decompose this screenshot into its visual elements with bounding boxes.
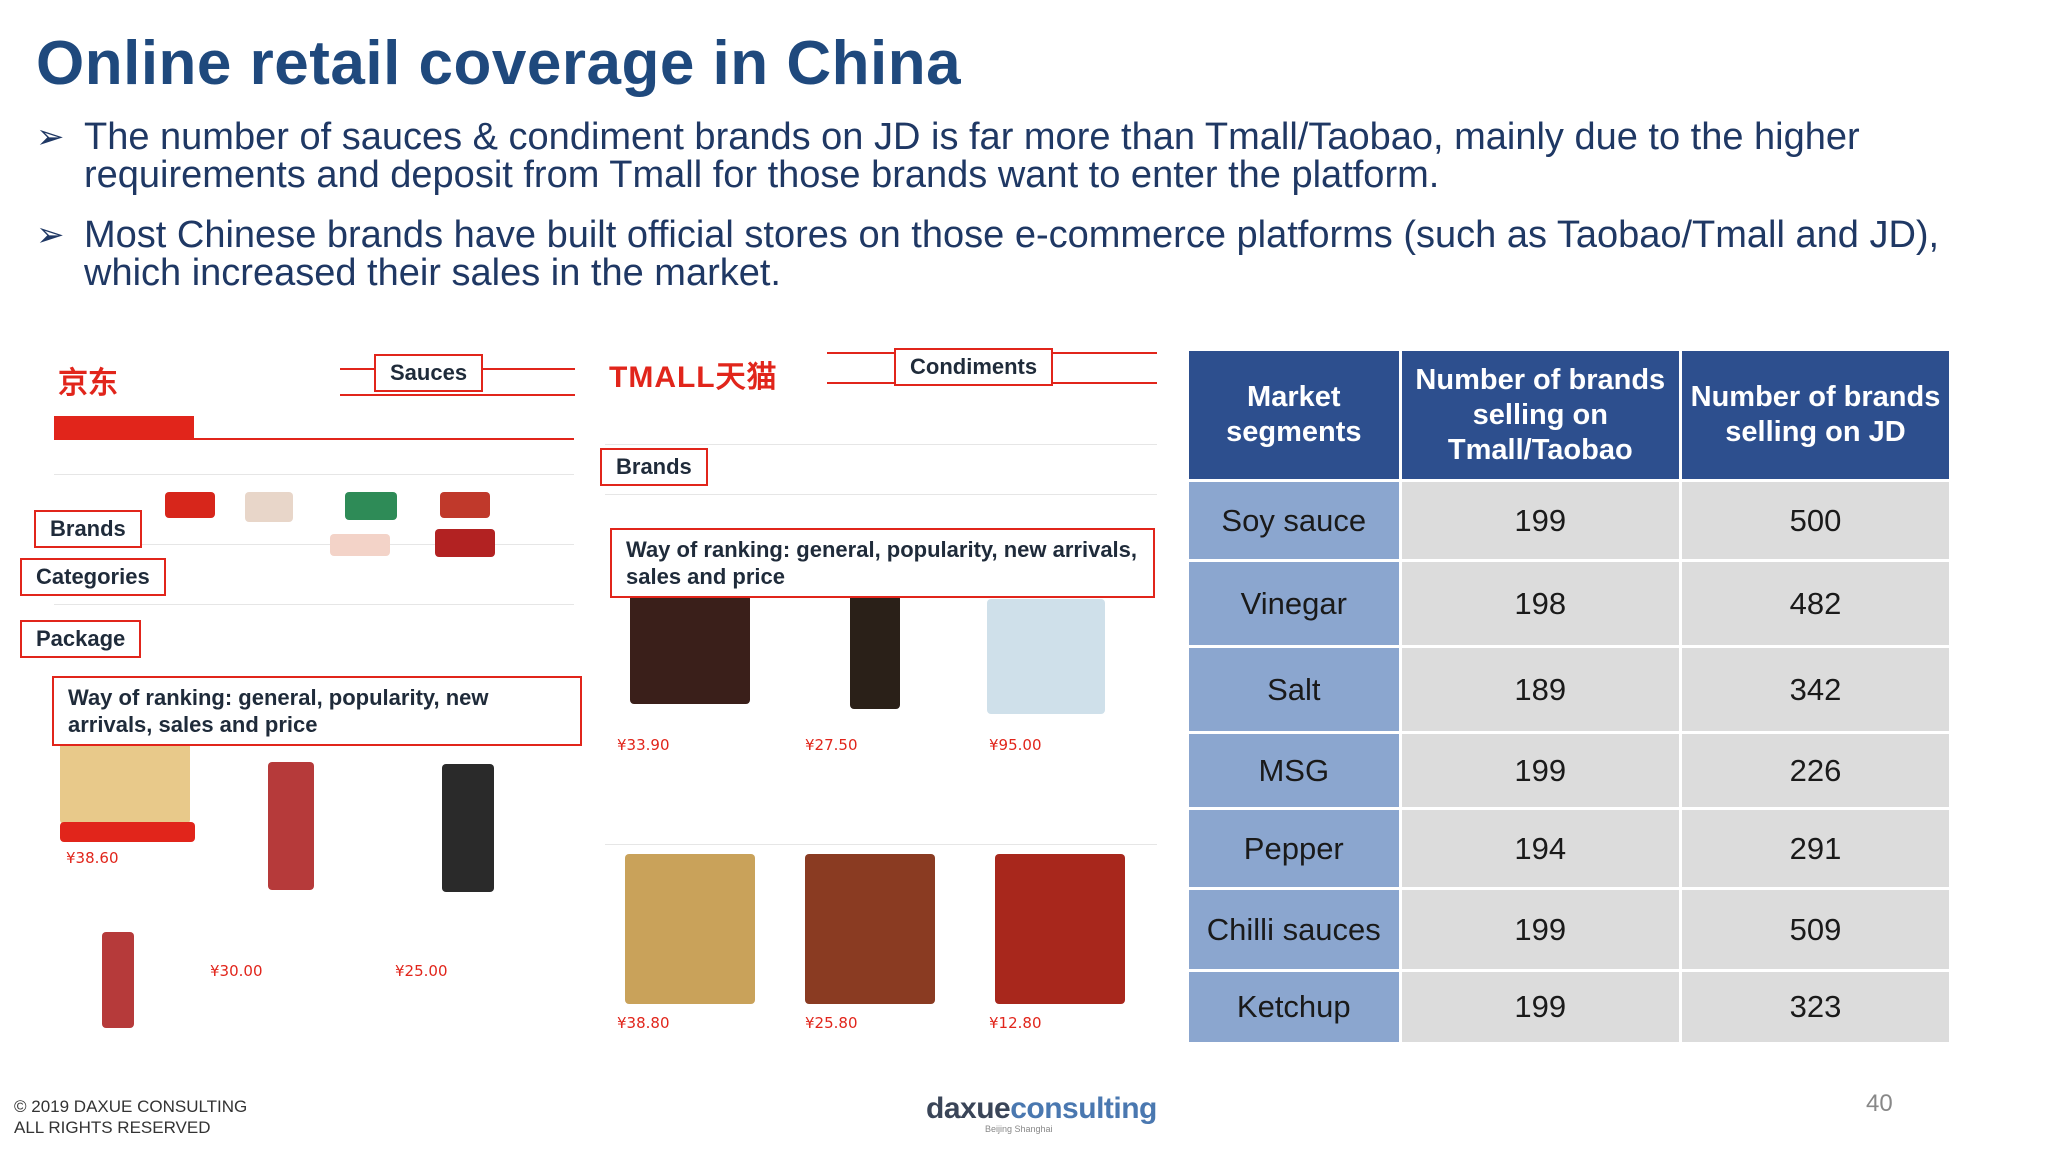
product-image [850,594,900,709]
table-row: MSG 199 226 [1189,734,1949,807]
product-price: ¥12.80 [989,1014,1042,1032]
bullet-item: ➢ The number of sauces & condiment brand… [36,118,1996,194]
product-price: ¥25.80 [805,1014,858,1032]
tmall-count-cell: 198 [1401,562,1680,645]
jd-ranking-callout: Way of ranking: general, popularity, new… [52,676,582,746]
jd-count-cell: 226 [1682,734,1949,807]
product-price: ¥38.60 [66,849,119,867]
product-image [625,854,755,1004]
segment-cell: Vinegar [1189,562,1399,645]
segment-cell: Ketchup [1189,972,1399,1042]
product-price: ¥33.90 [617,736,670,754]
product-price: ¥95.00 [989,736,1042,754]
jd-package-callout: Package [20,620,142,658]
product-image [987,599,1105,714]
bullet-text: Most Chinese brands have built official … [84,214,1940,294]
jd-count-cell: 291 [1682,810,1949,887]
tmall-brands-callout: Brands [600,448,708,486]
jd-count-cell: 342 [1682,648,1949,731]
logo-text: daxue [926,1092,1011,1125]
table-row: Pepper 194 291 [1189,810,1949,887]
product-price: ¥38.80 [617,1014,670,1032]
segment-cell: Soy sauce [1189,482,1399,559]
brands-table: Market segments Number of brands selling… [1186,348,1952,1045]
brand-logo-image [345,492,397,520]
tmall-logo: TMALL天猫 [609,361,778,394]
bullet-list: ➢ The number of sauces & condiment brand… [36,118,1996,314]
logo-text: consulting [1010,1092,1157,1125]
segment-cell: Pepper [1189,810,1399,887]
divider [605,444,1157,445]
product-price: ¥30.00 [210,962,263,980]
jd-search-callout: Sauces [374,354,484,392]
copyright-line: ALL RIGHTS RESERVED [14,1118,211,1137]
jd-categories-callout: Categories [20,558,166,596]
product-price: ¥25.00 [395,962,448,980]
segment-cell: Salt [1189,648,1399,731]
tmall-count-cell: 199 [1401,734,1680,807]
product-image [102,932,134,1028]
product-image [60,734,190,824]
divider [605,494,1157,495]
product-image [805,854,935,1004]
tmall-count-cell: 199 [1401,482,1680,559]
tmall-search-callout: Condiments [894,348,1054,386]
jd-count-cell: 500 [1682,482,1949,559]
column-header: Number of brands selling on JD [1682,351,1949,479]
table-row: Salt 189 342 [1189,648,1949,731]
divider [54,544,574,545]
table-row: Ketchup 199 323 [1189,972,1949,1042]
column-header: Market segments [1189,351,1399,479]
tmall-ranking-callout: Way of ranking: general, popularity, new… [610,528,1155,598]
table-row: Vinegar 198 482 [1189,562,1949,645]
copyright-notice: © 2019 DAXUE CONSULTING ALL RIGHTS RESER… [14,1096,247,1138]
product-image [630,594,750,704]
jd-logo: 京东 [58,367,118,400]
tmall-count-cell: 199 [1401,972,1680,1042]
arrow-bullet-icon: ➢ [36,216,65,254]
brand-logo-image [435,529,495,557]
copyright-line: © 2019 DAXUE CONSULTING [14,1097,248,1116]
logo-subtitle: Beijing Shanghai [985,1124,1053,1134]
jd-count-cell: 509 [1682,890,1949,969]
divider [54,474,574,475]
page-title: Online retail coverage in China [36,29,962,98]
tmall-count-cell: 189 [1401,648,1680,731]
table-header-row: Market segments Number of brands selling… [1189,351,1949,479]
product-image [995,854,1125,1004]
divider [54,604,574,605]
promo-banner [60,822,195,842]
segment-cell: MSG [1189,734,1399,807]
divider [605,844,1157,845]
brand-logo-image [165,492,215,518]
divider [340,394,575,396]
column-header: Number of brands selling on Tmall/Taobao [1401,351,1680,479]
product-price: ¥27.50 [805,736,858,754]
jd-count-cell: 323 [1682,972,1949,1042]
bullet-item: ➢ Most Chinese brands have built officia… [36,216,1996,292]
jd-count-cell: 482 [1682,562,1949,645]
page-number: 40 [1866,1090,1893,1117]
bullet-text: The number of sauces & condiment brands … [84,116,1860,196]
tmall-count-cell: 199 [1401,890,1680,969]
all-categories-tab [54,416,194,440]
arrow-bullet-icon: ➢ [36,118,65,156]
tmall-count-cell: 194 [1401,810,1680,887]
brand-logo-image [440,492,490,518]
daxue-logo: daxueconsulting [926,1092,1157,1126]
brand-logo-image [245,492,293,522]
table-row: Chilli sauces 199 509 [1189,890,1949,969]
jd-brands-callout: Brands [34,510,142,548]
brand-logo-image [330,534,390,556]
segment-cell: Chilli sauces [1189,890,1399,969]
jd-category-bar [54,416,574,440]
product-image [442,764,494,892]
product-image [268,762,314,890]
table-row: Soy sauce 199 500 [1189,482,1949,559]
